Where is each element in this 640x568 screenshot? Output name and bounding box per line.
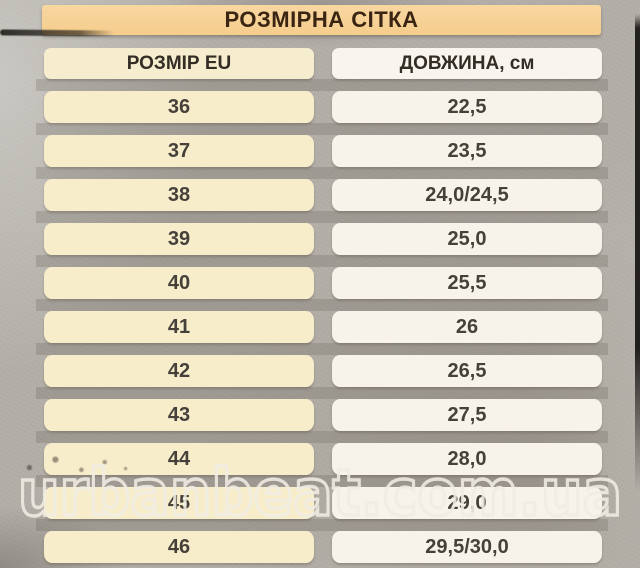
length-cell: 28,0 <box>332 443 602 475</box>
table-row: 45 29,0 <box>0 487 640 519</box>
table-title-bar: РОЗМІРНА СІТКА <box>42 5 601 35</box>
size-cell: 37 <box>44 135 314 167</box>
header-cell-size-eu: РОЗМІР EU <box>44 48 314 79</box>
table-row: 41 26 <box>0 311 640 343</box>
concrete-speckles <box>6 450 136 482</box>
photo-dark-edge <box>635 14 640 492</box>
size-cell: 41 <box>44 311 314 343</box>
photo-dark-streak <box>0 29 115 37</box>
size-cell: 45 <box>44 487 314 519</box>
length-cell: 23,5 <box>332 135 602 167</box>
length-cell: 24,0/24,5 <box>332 179 602 211</box>
table-row: 37 23,5 <box>0 135 640 167</box>
size-cell: 39 <box>44 223 314 255</box>
table-row: 43 27,5 <box>0 399 640 431</box>
table-body: 36 22,5 37 23,5 38 24,0/24,5 39 25,0 40 … <box>0 91 640 563</box>
size-cell: 36 <box>44 91 314 123</box>
table-row: 39 25,0 <box>0 223 640 255</box>
table-row: 38 24,0/24,5 <box>0 179 640 211</box>
size-cell: 38 <box>44 179 314 211</box>
size-cell: 40 <box>44 267 314 299</box>
length-cell: 22,5 <box>332 91 602 123</box>
length-cell: 29,5/30,0 <box>332 531 602 563</box>
length-cell: 25,0 <box>332 223 602 255</box>
size-cell: 46 <box>44 531 314 563</box>
length-cell: 29,0 <box>332 487 602 519</box>
table-row: 36 22,5 <box>0 91 640 123</box>
length-cell: 26,5 <box>332 355 602 387</box>
length-cell: 27,5 <box>332 399 602 431</box>
length-cell: 26 <box>332 311 602 343</box>
header-cell-length-cm: ДОВЖИНА, см <box>332 48 602 79</box>
table-header-row: РОЗМІР EU ДОВЖИНА, см <box>0 48 640 79</box>
length-cell: 25,5 <box>332 267 602 299</box>
table-row: 44 28,0 <box>0 443 640 475</box>
table-row: 40 25,5 <box>0 267 640 299</box>
table-title: РОЗМІРНА СІТКА <box>224 7 419 32</box>
size-cell: 42 <box>44 355 314 387</box>
table-row: 42 26,5 <box>0 355 640 387</box>
size-cell: 43 <box>44 399 314 431</box>
table-row: 46 29,5/30,0 <box>0 531 640 563</box>
